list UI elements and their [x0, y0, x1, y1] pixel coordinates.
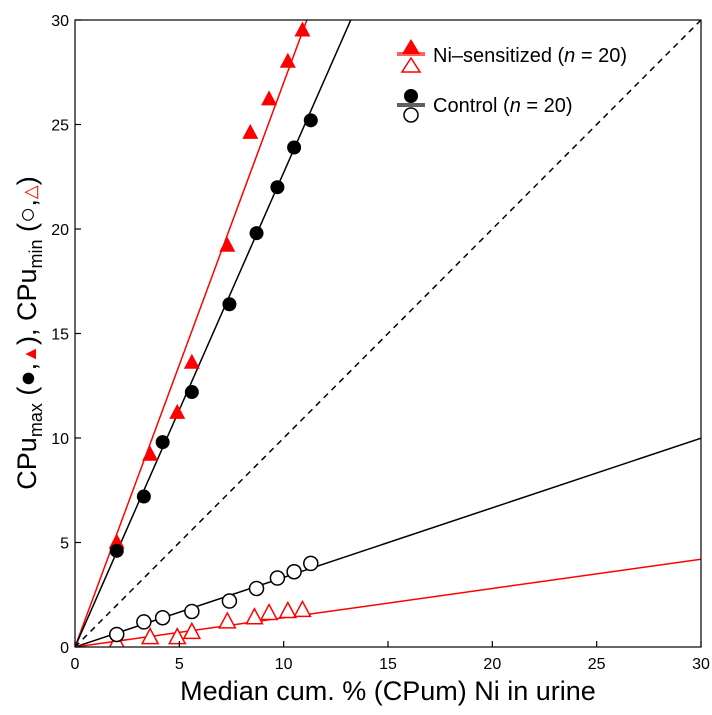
sensitized-max-point: [242, 123, 259, 139]
y-tick-label: 20: [51, 222, 69, 239]
control-min-point: [221, 593, 238, 609]
y-tick-label: 15: [51, 327, 69, 344]
control-max-point: [287, 140, 302, 155]
control-min-point: [136, 614, 152, 630]
x-tick-label: 25: [588, 656, 606, 673]
control-max-point: [303, 113, 318, 128]
control-min-point: [248, 580, 265, 597]
y-title-open-triangle-symbol: △: [20, 185, 40, 199]
y-title-close-paren: ): [12, 176, 42, 185]
control-max-point: [155, 435, 170, 450]
control-min-point: [286, 564, 302, 580]
y-title-open-circle-symbol: ○: [12, 207, 42, 223]
control-max-point: [136, 489, 151, 504]
y-axis-ticks: 0 5 10 15 20 25 30: [51, 13, 81, 657]
sensitized-min-point: [140, 627, 160, 645]
control-max-point: [249, 226, 264, 241]
fit-lines: [75, 20, 701, 647]
y-title-open-paren: (: [12, 387, 42, 404]
sensitized-min-fit-line: [75, 558, 701, 647]
x-axis-ticks: 0 5 10 15 20 25 30: [71, 641, 710, 673]
y-tick-label: 10: [51, 431, 69, 448]
legend-label-ni-sensitized: Ni–sensitized (n = 20): [433, 45, 627, 67]
sensitized-min-point: [167, 627, 187, 645]
legend: Ni–sensitized (n = 20) Control (n = 20): [397, 39, 627, 123]
sensitized-min-point: [245, 607, 264, 625]
y-title-comma-2: ,: [12, 199, 42, 207]
control-min-fit-line: [75, 437, 701, 647]
control-max-point: [270, 180, 285, 195]
legend-item-control: Control (n = 20): [397, 89, 573, 123]
identity-line: [75, 20, 701, 647]
y-title-min-subscript: min: [26, 239, 46, 268]
control-min-point: [303, 555, 319, 572]
legend-sensitized-open-triangle: [400, 56, 422, 73]
sensitized-max-point: [169, 403, 186, 419]
sensitized-min-point: [259, 602, 279, 621]
data-markers: [108, 21, 319, 647]
control-max-point: [184, 385, 199, 400]
x-tick-label: 15: [379, 656, 397, 673]
y-tick-label: 25: [51, 118, 69, 135]
y-axis-title: CPumax (●,▲), CPumin (○,△): [12, 176, 46, 489]
x-tick-label: 5: [175, 656, 184, 673]
y-tick-label: 30: [51, 13, 69, 30]
x-tick-label: 0: [71, 656, 80, 673]
sensitized-max-point: [219, 236, 236, 252]
sensitized-max-point: [294, 21, 311, 37]
legend-control-filled-circle: [404, 89, 418, 103]
y-tick-label: 5: [60, 536, 69, 553]
legend-item-ni-sensitized: Ni–sensitized (n = 20): [397, 39, 627, 73]
control-max-point: [222, 297, 237, 312]
sensitized-min-point: [218, 611, 237, 629]
x-tick-label: 30: [692, 656, 710, 673]
y-title-open-paren-2: (: [12, 223, 42, 240]
x-tick-label: 20: [483, 656, 501, 673]
sensitized-min-point: [293, 599, 312, 618]
y-title-cpu-max: CPu: [12, 437, 42, 490]
sensitized-min-point: [182, 621, 202, 640]
y-title-comma: ,: [12, 363, 42, 371]
sensitized-max-point: [142, 445, 159, 461]
control-max-point: [109, 543, 124, 558]
x-axis-title: Median cum. % (CPum) Ni in urine: [180, 676, 596, 706]
control-min-point: [269, 570, 286, 586]
control-max-fit-line: [75, 20, 352, 647]
y-title-filled-triangle-symbol: ▲: [20, 345, 40, 363]
sensitized-max-fit-line: [75, 20, 308, 647]
sensitized-max-point: [183, 353, 200, 369]
y-title-max-subscript: max: [26, 403, 46, 437]
legend-control-open-circle: [403, 107, 419, 123]
x-tick-label: 10: [275, 656, 293, 673]
y-tick-label: 0: [60, 640, 69, 657]
control-min-point: [184, 603, 200, 620]
legend-sensitized-filled-triangle: [402, 39, 420, 54]
sensitized-max-point: [279, 52, 296, 68]
y-title-cpu-min: ), CPu: [12, 268, 42, 345]
legend-label-control: Control (n = 20): [433, 95, 573, 117]
control-min-point: [108, 626, 125, 643]
sensitized-max-point: [108, 533, 125, 549]
control-min-point: [154, 609, 171, 626]
sensitized-max-point: [261, 90, 278, 106]
sensitized-min-point: [278, 600, 298, 619]
y-title-filled-circle-symbol: ●: [12, 370, 42, 386]
